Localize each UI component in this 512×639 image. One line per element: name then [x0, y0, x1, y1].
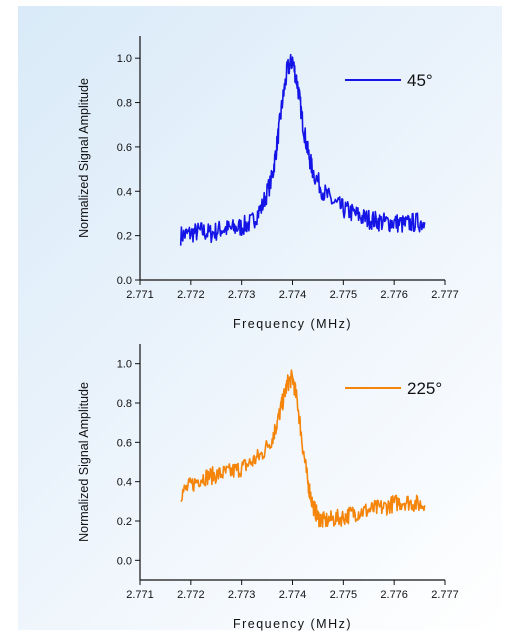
y-tick-label: 1.0: [117, 53, 132, 65]
series-line-1: [179, 53, 426, 246]
y-tick-label: 0.2: [117, 516, 132, 528]
x-tick-label: 2.774: [279, 589, 307, 601]
y-tick-label: 0.6: [117, 437, 132, 449]
x-tick-label: 2.776: [380, 589, 408, 601]
x-axis-title: Frequency (MHz): [233, 317, 352, 331]
x-tick-label: 2.772: [177, 589, 205, 601]
x-tick-label: 2.772: [177, 289, 205, 301]
y-tick-label: 0.4: [117, 186, 132, 198]
x-tick-label: 2.777: [431, 289, 459, 301]
y-tick-label: 0.0: [117, 275, 132, 287]
x-tick-label: 2.775: [330, 289, 358, 301]
y-tick-label: 1.0: [117, 359, 132, 371]
y-axis-title: Normalized Signal Amplitude: [77, 382, 91, 542]
x-tick-label: 2.773: [228, 289, 256, 301]
x-tick-label: 2.771: [126, 289, 154, 301]
legend-label: 225°: [407, 379, 442, 398]
y-tick-label: 0.2: [117, 231, 132, 243]
x-tick-label: 2.771: [126, 589, 154, 601]
x-axis-title: Frequency (MHz): [233, 617, 352, 631]
y-axis-title: Normalized Signal Amplitude: [77, 78, 91, 238]
chart-panel-2: 2.771 2.772 2.773 2.774 2.775 2.776 2.777 0.0 0.…: [77, 344, 459, 631]
series-line-1: [180, 369, 426, 528]
y-tick-label: 0.0: [117, 555, 132, 567]
figure-background: [18, 6, 502, 630]
x-tick-label: 2.774: [279, 289, 307, 301]
x-tick-label: 2.776: [380, 289, 408, 301]
y-tick-label: 0.6: [117, 142, 132, 154]
y-tick-label: 0.8: [117, 398, 132, 410]
chart-panel-1: 2.771 2.772 2.773 2.774 2.775 2.776 2.777 0.0 0.…: [77, 36, 459, 331]
x-tick-label: 2.775: [330, 589, 358, 601]
y-tick-label: 0.4: [117, 477, 132, 489]
x-tick-label: 2.777: [431, 589, 459, 601]
y-tick-label: 0.8: [117, 98, 132, 110]
x-tick-label: 2.773: [228, 589, 256, 601]
legend-label: 45°: [407, 71, 433, 90]
